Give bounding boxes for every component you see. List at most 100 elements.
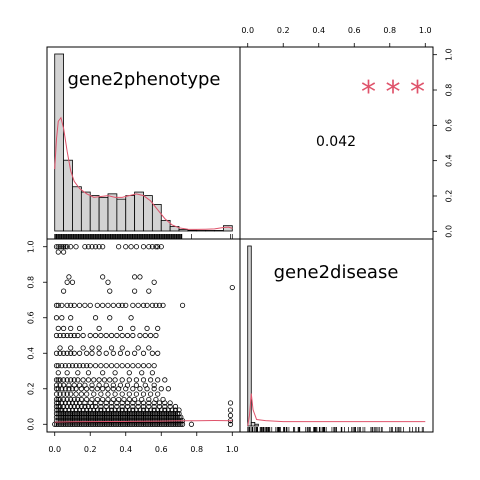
scatter-point [117, 350, 124, 356]
bottom-axis-label: 0.4 [119, 445, 132, 454]
scatter-point [60, 288, 67, 294]
scatter-point [68, 345, 74, 351]
scatter-point [151, 279, 157, 285]
scatter-point [153, 302, 159, 308]
scatter-point [96, 244, 102, 250]
scatter-point [105, 386, 111, 392]
scatter-point [84, 391, 90, 397]
scatter-point [80, 332, 86, 339]
scatter-point [98, 400, 104, 406]
scatter-point [55, 386, 61, 392]
scatter-point [146, 288, 152, 294]
top-axis-label: 1.0 [419, 26, 432, 35]
scatter-point [130, 400, 136, 406]
scatter-point [68, 325, 74, 331]
scatter-point [68, 315, 74, 321]
scatter-point [100, 421, 106, 427]
scatter-point [53, 363, 60, 369]
scatter-point [110, 350, 116, 356]
scatter-point [55, 363, 61, 369]
scatter-point [89, 382, 95, 388]
scatter-point [117, 421, 124, 427]
scatter-point [75, 332, 81, 339]
scatter-point [148, 377, 154, 383]
scatter-point [132, 350, 138, 356]
scatter-point [140, 400, 147, 406]
scatter-point [132, 274, 138, 280]
hist1-bar-9 [134, 191, 144, 232]
frame-hist2 [239, 238, 434, 433]
scatter-point [162, 400, 168, 406]
scatter-point [133, 377, 139, 383]
scatter-point [126, 370, 132, 376]
scatter-point [167, 421, 173, 427]
scatter-point [126, 421, 132, 427]
scatter-point [130, 386, 136, 392]
scatter-point [59, 315, 65, 321]
scatter-point [128, 244, 134, 250]
scatter-point [130, 363, 136, 369]
correlation-value: 0.042 [316, 134, 356, 150]
right-axis-label: 0.2 [445, 190, 454, 203]
scatter-point [84, 386, 90, 392]
scatter-point [119, 302, 125, 308]
scatter-point [174, 421, 180, 427]
scatter-point [76, 363, 83, 369]
scatter-point [76, 350, 83, 356]
scatter-point [108, 400, 115, 406]
scatter-point [156, 302, 163, 308]
scatter-point [126, 391, 132, 397]
scatter-point [53, 391, 60, 397]
scatter-point [148, 391, 154, 397]
scatter-point [151, 363, 157, 369]
scatter-point [160, 302, 166, 308]
hist1-bar-17 [205, 230, 215, 232]
scatter-point [60, 391, 67, 397]
scatter-point [100, 274, 106, 280]
right-axis-label: 1.0 [445, 48, 454, 61]
scatter-point [53, 350, 60, 356]
scatter-point [68, 244, 74, 250]
scatter-point [92, 400, 99, 406]
hist1-bar-16 [196, 230, 207, 232]
scatter-point [92, 363, 99, 369]
scatter-point [124, 400, 131, 406]
scatter-point [128, 315, 134, 321]
scatter-point [78, 386, 84, 392]
scatter-point [75, 377, 81, 383]
scatter-point [130, 403, 136, 410]
hist1-bar-4 [89, 195, 100, 232]
left-axis-label: 0.6 [27, 311, 36, 324]
scatter-point [91, 377, 97, 383]
scatter-point [64, 391, 70, 397]
scatter-point [142, 332, 148, 339]
scatter-point [140, 403, 147, 410]
hist1-bar-15 [187, 229, 198, 232]
scatter-point [91, 391, 97, 397]
density-curve-gene2phenotype [54, 116, 233, 230]
left-axis-label: 0.4 [27, 347, 36, 360]
scatter-point [101, 377, 108, 383]
scatter-point [171, 421, 177, 427]
scatter-point [87, 332, 93, 339]
scatter-point [178, 421, 184, 427]
hist1-bar-14 [178, 229, 189, 232]
scatter-point [179, 421, 186, 427]
scatter-point [82, 400, 88, 406]
scatter-point [96, 377, 102, 383]
top-axis-label: 0.2 [277, 26, 290, 35]
scatter-point [84, 363, 90, 369]
scatter-point [108, 363, 115, 369]
left-axis-label: 0.8 [27, 276, 36, 289]
scatter-point [124, 421, 131, 427]
scatter-point [60, 244, 67, 250]
scatter-point [142, 421, 148, 427]
scatter-point [59, 302, 65, 308]
scatter-point [100, 386, 106, 392]
scatter-point [98, 363, 104, 369]
scatter-point [66, 382, 72, 388]
scatter-point [87, 302, 93, 308]
scatter-point [149, 244, 155, 250]
scatter-point [155, 377, 161, 383]
hist1-bar-0 [54, 53, 64, 232]
